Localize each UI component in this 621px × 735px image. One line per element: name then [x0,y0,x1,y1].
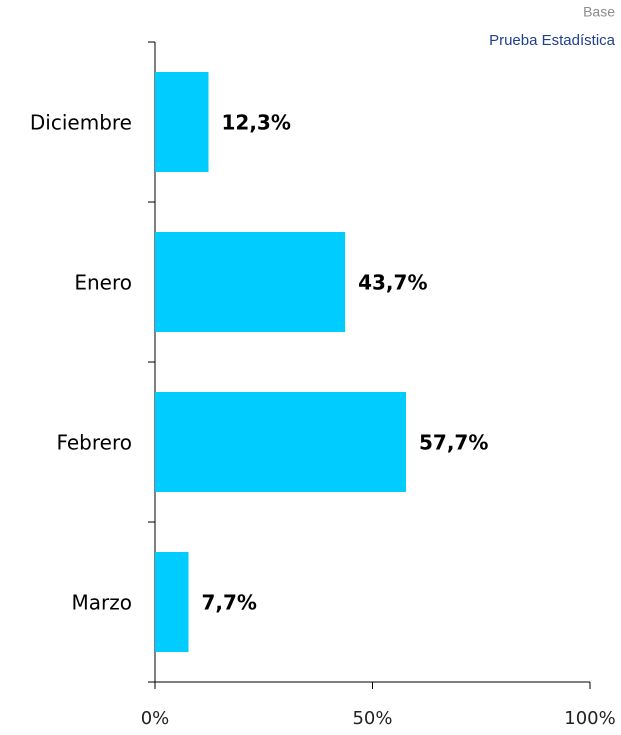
value-label: 43,7% [358,271,427,295]
bar [155,552,189,652]
annotation: Base [583,4,615,20]
y-tick-label: Enero [74,271,132,295]
x-tick-label: 0% [141,708,170,729]
y-tick-label: Marzo [72,591,132,615]
x-tick-label: 50% [352,708,392,729]
annotation: Prueba Estadística [489,32,616,49]
value-label: 7,7% [201,591,256,615]
value-label: 12,3% [222,111,291,135]
bar [155,232,346,332]
y-tick-label: Febrero [56,431,132,455]
bar [155,392,406,492]
bar [155,72,209,172]
value-label: 57,7% [419,431,488,455]
x-tick-label: 100% [564,708,615,729]
y-tick-label: Diciembre [30,111,132,135]
